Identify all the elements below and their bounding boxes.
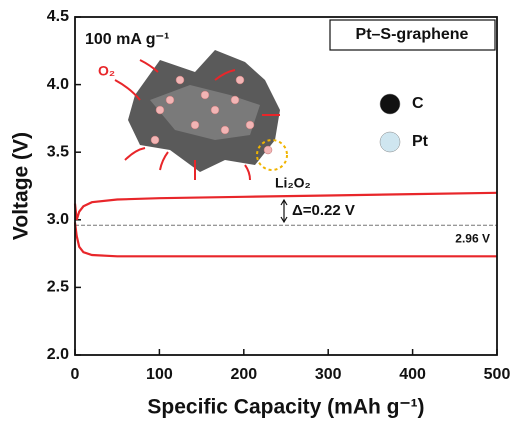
sample-label: Pt–S-graphene bbox=[356, 26, 469, 43]
legend-label: C bbox=[412, 95, 424, 112]
x-tick-label: 400 bbox=[399, 366, 426, 383]
voltage-curve bbox=[73, 191, 498, 221]
x-tick-label: 200 bbox=[230, 366, 257, 383]
y-tick-label: 2.0 bbox=[47, 346, 69, 363]
graphene-illustration bbox=[114, 50, 288, 181]
legend-label: Pt bbox=[412, 133, 429, 150]
y-tick-label: 3.5 bbox=[47, 143, 69, 160]
legend-sphere bbox=[379, 93, 401, 115]
legend-sphere bbox=[379, 131, 401, 153]
y-tick-label: 3.0 bbox=[47, 211, 69, 228]
y-tick-label: 4.0 bbox=[47, 76, 69, 93]
li2o2-label: Li₂O₂ bbox=[275, 175, 311, 191]
y-tick-label: 2.5 bbox=[47, 279, 69, 296]
x-tick-label: 500 bbox=[484, 366, 511, 383]
sample-box bbox=[329, 19, 496, 51]
x-tick-label: 100 bbox=[146, 366, 173, 383]
voltage-curve bbox=[73, 222, 497, 258]
delta-arrow bbox=[280, 198, 288, 224]
y-tick-label: 4.5 bbox=[47, 8, 69, 25]
delta-label: Δ=0.22 V bbox=[292, 202, 355, 219]
x-axis-title: Specific Capacity (mAh g⁻¹) bbox=[147, 396, 424, 419]
reference-label: 2.96 V bbox=[455, 231, 490, 245]
o2-label: O₂ bbox=[98, 63, 115, 79]
y-axis-title: Voltage (V) bbox=[10, 132, 33, 240]
plot-frame bbox=[74, 16, 498, 356]
current-label: 100 mA g⁻¹ bbox=[85, 31, 169, 48]
x-tick-label: 300 bbox=[315, 366, 342, 383]
x-tick-label: 0 bbox=[71, 366, 80, 383]
